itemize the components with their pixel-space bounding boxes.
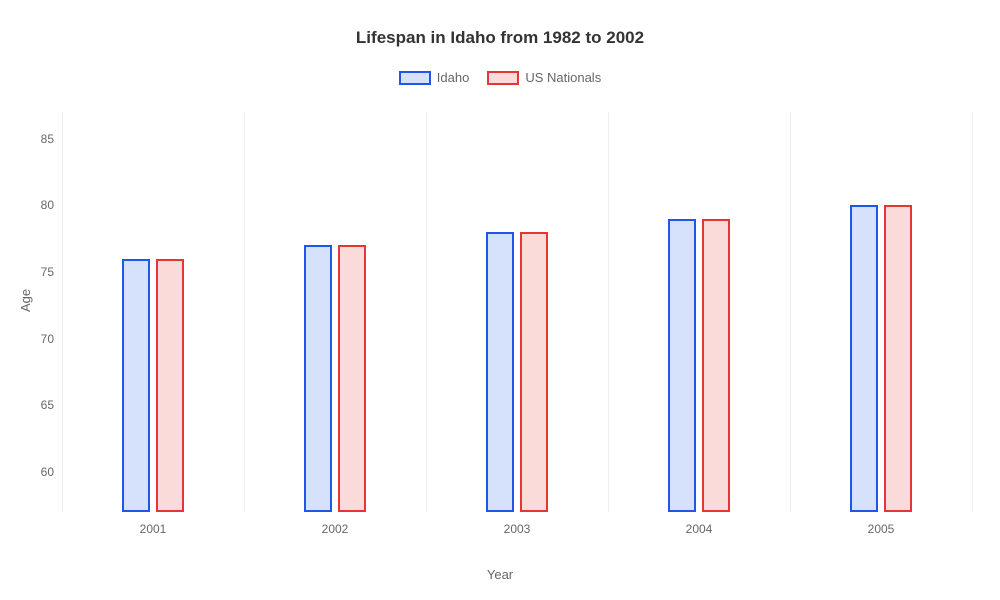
grid-line	[608, 112, 609, 512]
grid-line	[790, 112, 791, 512]
chart-title: Lifespan in Idaho from 1982 to 2002	[0, 0, 1000, 48]
y-tick-label: 65	[26, 398, 54, 412]
x-tick-label: 2003	[504, 522, 531, 536]
legend-label: Idaho	[437, 70, 470, 85]
bar	[486, 232, 514, 512]
y-tick-label: 60	[26, 465, 54, 479]
grid-line	[62, 112, 63, 512]
bar	[338, 245, 366, 512]
legend-label: US Nationals	[525, 70, 601, 85]
bar	[884, 205, 912, 512]
grid-line	[972, 112, 973, 512]
legend-swatch	[487, 71, 519, 85]
bar	[850, 205, 878, 512]
x-tick-label: 2001	[140, 522, 167, 536]
bar	[520, 232, 548, 512]
bar	[702, 219, 730, 512]
chart-container: Lifespan in Idaho from 1982 to 2002 Idah…	[0, 0, 1000, 600]
y-tick-label: 75	[26, 265, 54, 279]
bar	[156, 259, 184, 512]
bar	[122, 259, 150, 512]
legend-swatch	[399, 71, 431, 85]
x-tick-label: 2002	[322, 522, 349, 536]
plot-area: 20012002200320042005606570758085	[62, 112, 972, 512]
legend-item: Idaho	[399, 70, 470, 85]
y-tick-label: 80	[26, 198, 54, 212]
grid-line	[244, 112, 245, 512]
y-tick-label: 85	[26, 132, 54, 146]
y-axis-label: Age	[18, 289, 33, 312]
bar	[304, 245, 332, 512]
x-axis-label: Year	[0, 567, 1000, 582]
grid-line	[426, 112, 427, 512]
x-tick-label: 2005	[868, 522, 895, 536]
x-tick-label: 2004	[686, 522, 713, 536]
legend-item: US Nationals	[487, 70, 601, 85]
legend: Idaho US Nationals	[0, 70, 1000, 85]
bar	[668, 219, 696, 512]
y-tick-label: 70	[26, 332, 54, 346]
